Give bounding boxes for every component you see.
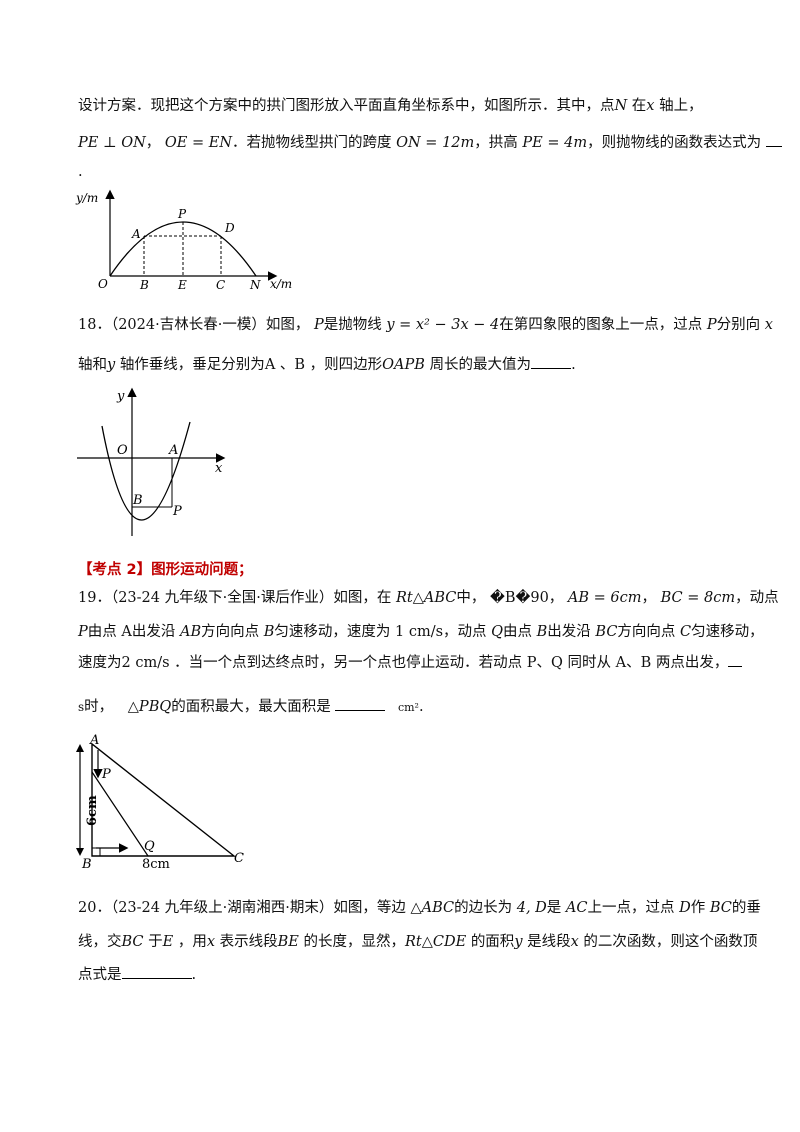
figure-17-parabola-arch: y/m x/m O A P D B E C N: [75, 189, 292, 292]
answer-blank-17[interactable]: [765, 132, 782, 147]
q18-line1: 18．（2024·吉林长春·一模）如图， P是抛物线 y = x² − 3x −…: [78, 317, 773, 333]
figure-18-parabola: y x O A B P: [77, 387, 226, 536]
fig19-triangle-ABC: [91, 742, 237, 857]
answer-blank-20[interactable]: [121, 964, 192, 979]
fig19-right-angle: [91, 847, 101, 857]
fig17-D: D: [224, 221, 235, 235]
fig19-Q: Q: [144, 839, 155, 854]
fig19-width-label: 8cm: [142, 857, 170, 870]
q20-line2: 线，交BC 于E ，用x 表示线段BE 的长度，显然，Rt△CDE 的面积y 是…: [78, 934, 758, 950]
fig19-B: B: [81, 857, 92, 870]
fig17-xlabel: x/m: [270, 277, 292, 291]
fig17-E: E: [177, 278, 187, 292]
q19-line2: P由点 A出发沿 AB方向向点 B匀速移动，速度为 1 cm/s，动点 Q由点 …: [78, 624, 764, 640]
q17-line3: .: [78, 164, 83, 180]
q18-line2: 轴和y 轴作垂线，垂足分别为A 、B ，则四边形OAPB 周长的最大值为.: [78, 354, 576, 375]
fig19-A: A: [89, 734, 99, 748]
fig18-parabola: [101, 421, 191, 521]
fig18-x: x: [215, 461, 223, 476]
figure-19-right-triangle: A P B Q C 6cm 8cm: [76, 734, 244, 870]
q17-line2: PE ⊥ ON， OE = EN．若抛物线型拱门的跨度 ON = 12m，拱高 …: [78, 132, 782, 153]
fig17-A: A: [131, 227, 141, 241]
answer-blank-19b[interactable]: [335, 696, 386, 711]
fig17-B: B: [139, 278, 149, 292]
q20-line3: 点式是.: [78, 964, 196, 985]
fig19-height-label: 6cm: [85, 795, 100, 826]
fig18-y: y: [116, 389, 125, 404]
answer-blank-19a[interactable]: [728, 652, 743, 667]
fig19-P: P: [101, 767, 111, 782]
q19-line1: 19．（23-24 九年级下·全国·课后作业）如图，在 Rt△ABC中， �B�…: [78, 590, 779, 606]
fig18-A: A: [168, 443, 178, 458]
fig18-P: P: [172, 504, 182, 519]
fig17-ylabel: y/m: [75, 191, 98, 205]
answer-blank-18[interactable]: [531, 354, 572, 369]
fig17-C: C: [216, 278, 225, 292]
q17-line1: 设计方案．现把这个方案中的拱门图形放入平面直角坐标系中，如图所示．其中，点N 在…: [78, 98, 703, 114]
fig17-O: O: [98, 277, 108, 291]
section-heading: 【考点 2】图形运动问题；: [78, 562, 253, 578]
fig19-segment-PQ: [91, 771, 149, 857]
q20-line1: 20．（23-24 九年级上·湖南湘西·期末）如图，等边 △ABC的边长为 4,…: [78, 900, 761, 916]
q19-line3: 速度为2 cm/s ．当一个点到达终点时，另一个点也停止运动．若动点 P、Q 同…: [78, 652, 743, 673]
fig18-B: B: [132, 493, 143, 508]
fig17-N: N: [249, 278, 261, 292]
fig18-O: O: [117, 443, 128, 458]
fig17-P: P: [177, 207, 187, 221]
q19-line4: s时， △PBQ的面积最大，最大面积是 cm².: [78, 696, 424, 718]
fig19-C: C: [234, 851, 244, 866]
